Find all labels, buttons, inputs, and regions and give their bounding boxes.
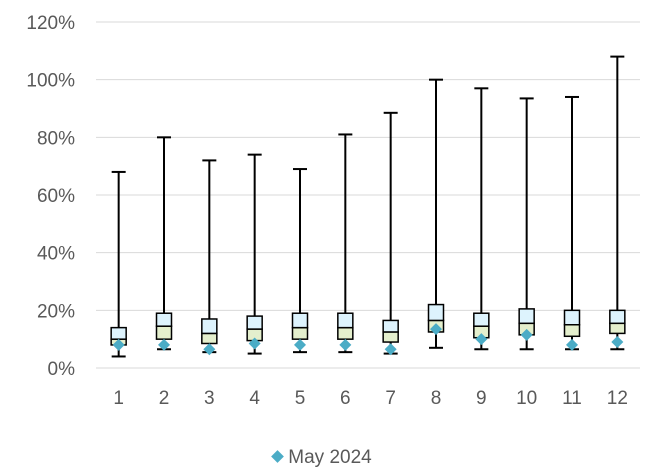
boxplot-chart: 0%20%40%60%80%100%120%1 2 3 4 5 6 7 8 9 10 11 12 [26,13,640,409]
x-tick-label: 8 [431,388,442,409]
box-upper [563,309,581,326]
y-tick-label: 0% [48,359,76,380]
x-tick-label: 1 [113,388,124,409]
data-point-diamond [475,333,488,346]
box-upper [337,312,354,329]
legend: May 2024 [0,446,645,470]
x-tick-label: 5 [295,388,306,409]
legend-label: May 2024 [288,447,372,468]
data-point-diamond [112,338,125,351]
x-tick-label: 9 [476,388,487,409]
x-tick-label: 11 [562,388,582,409]
x-tick-label: 12 [607,388,628,409]
data-point-diamond [430,323,442,336]
box-lower [563,324,581,338]
box-upper [291,312,309,329]
box-upper [518,308,535,325]
box-upper [155,312,173,327]
data-point-diamond [158,338,170,351]
box-lower [609,322,626,335]
data-point-diamond [566,338,578,351]
box-upper [110,326,127,340]
x-tick-label: 4 [249,388,260,409]
data-point-diamond [203,343,216,356]
box-upper [609,309,626,325]
box-lower [291,326,309,340]
data-point-diamond [611,336,624,349]
data-point-diamond [294,338,306,351]
y-tick-label: 120% [26,13,75,34]
data-point-diamond [248,337,261,350]
box-lower [337,326,354,340]
x-tick-label: 10 [516,388,537,409]
box-upper [427,303,445,322]
box-lower [382,331,399,343]
data-point-diamond [339,338,352,351]
x-tick-label: 3 [204,388,215,409]
y-tick-label: 40% [37,244,75,265]
y-tick-label: 100% [26,71,75,92]
x-tick-label: 7 [385,388,396,409]
data-point-diamond [520,328,533,341]
y-tick-label: 80% [37,128,75,149]
box-upper [246,315,263,330]
y-tick-label: 60% [37,186,75,207]
box-upper [201,318,218,335]
legend-diamond-marker [271,450,285,463]
box-lower [155,325,173,340]
data-point-diamond [384,343,397,356]
box-upper [382,319,399,333]
y-tick-label: 20% [37,301,75,322]
x-tick-label: 6 [340,388,351,409]
box-upper [473,312,490,327]
box-lower [201,332,218,345]
x-tick-label: 2 [159,388,170,409]
